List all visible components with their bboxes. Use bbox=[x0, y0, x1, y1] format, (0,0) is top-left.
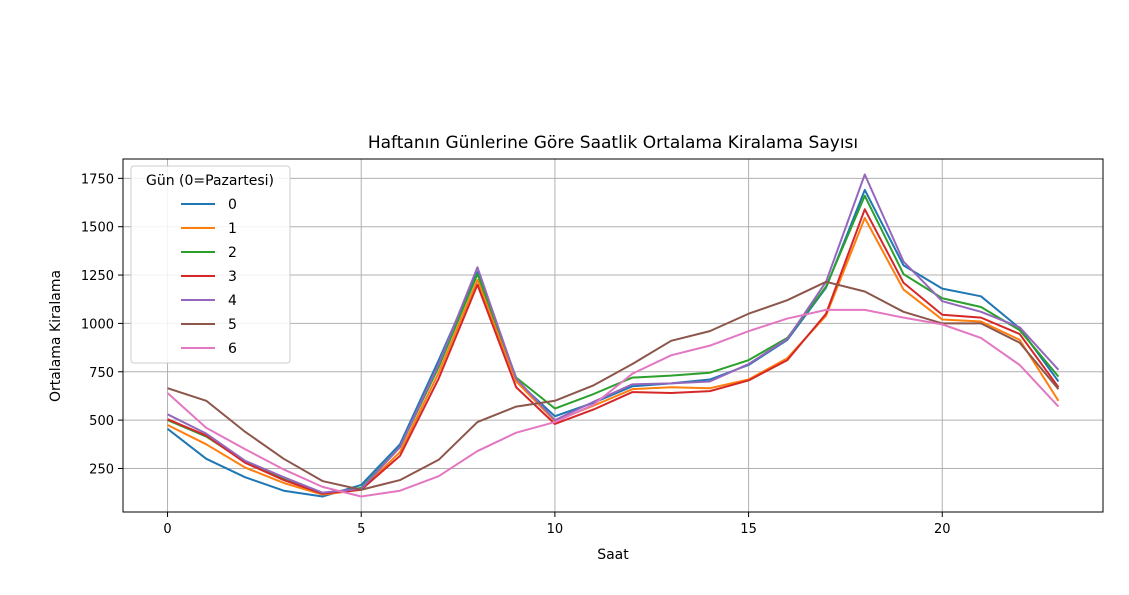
legend-label-1: 1 bbox=[228, 221, 237, 237]
series-line-5 bbox=[167, 280, 1060, 491]
y-tick-label: 1000 bbox=[81, 317, 114, 332]
legend-label-5: 5 bbox=[228, 317, 237, 333]
chart-title: Haftanın Günlerine Göre Saatlik Ortalama… bbox=[368, 133, 858, 153]
y-tick-label: 1750 bbox=[81, 172, 114, 187]
x-tick-label: 15 bbox=[740, 522, 757, 537]
y-tick-label: 500 bbox=[89, 414, 114, 429]
legend-items: 0 1 2 3 4 5 6 bbox=[181, 197, 237, 357]
x-tick-label: 0 bbox=[163, 522, 171, 537]
series-line-4 bbox=[167, 173, 1060, 494]
legend-title: Gün (0=Pazartesi) bbox=[146, 173, 274, 189]
x-tick-label: 20 bbox=[934, 522, 951, 537]
series-line-1 bbox=[167, 216, 1060, 496]
x-axis-label: Saat bbox=[597, 547, 629, 563]
legend-label-2: 2 bbox=[228, 245, 237, 261]
y-tick-label: 1250 bbox=[81, 269, 114, 284]
legend-label-0: 0 bbox=[228, 197, 237, 213]
y-tick-label: 250 bbox=[89, 462, 114, 477]
legend-label-4: 4 bbox=[228, 293, 237, 309]
plot-frame bbox=[122, 158, 1104, 513]
legend: Gün (0=Pazartesi) 0 1 2 3 4 5 6 bbox=[130, 165, 291, 364]
series-line-6 bbox=[166, 308, 1060, 498]
legend-box bbox=[130, 165, 291, 364]
y-axis-ticks: 250 500 750 1000 1250 1500 1750 bbox=[81, 172, 123, 477]
y-tick-label: 1500 bbox=[81, 221, 114, 236]
legend-label-3: 3 bbox=[228, 269, 237, 285]
x-tick-label: 10 bbox=[547, 522, 564, 537]
y-axis-label: Ortalama Kiralama bbox=[48, 270, 64, 402]
series-lines bbox=[166, 173, 1060, 498]
x-axis-ticks: 0 5 10 15 20 bbox=[163, 512, 951, 537]
series-line-3 bbox=[167, 208, 1060, 495]
x-tick-label: 5 bbox=[357, 522, 365, 537]
legend-label-6: 6 bbox=[228, 341, 237, 357]
y-tick-label: 750 bbox=[89, 366, 114, 381]
